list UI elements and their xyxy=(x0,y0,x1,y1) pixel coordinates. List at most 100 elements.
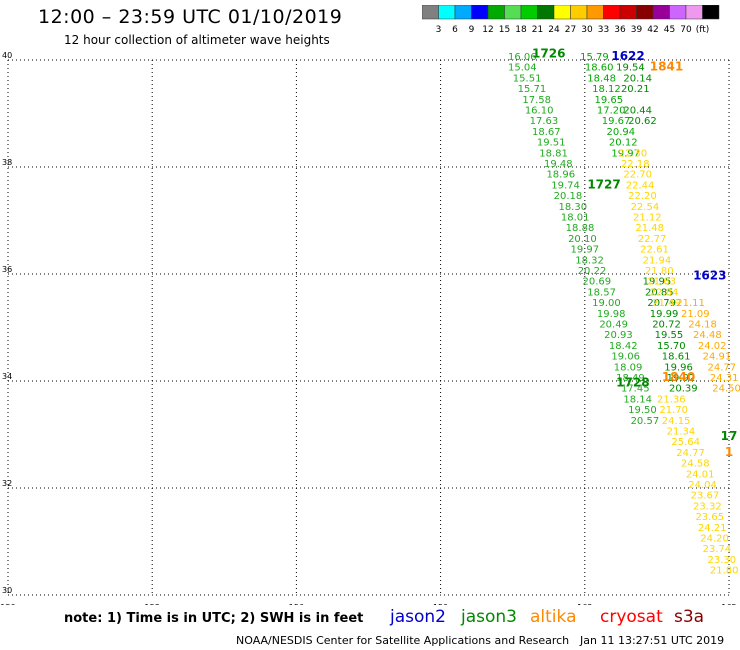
wave-height-value: 20.49 xyxy=(599,320,628,331)
wave-height-value: 18.67 xyxy=(532,127,561,138)
wave-height-value: 21.70 xyxy=(659,405,688,416)
wave-height-value: 19.06 xyxy=(611,352,640,363)
wave-height-value: 20.18 xyxy=(554,191,583,202)
wave-height-value: 22.30 xyxy=(619,148,648,159)
wave-height-value: 19.99 xyxy=(650,309,679,320)
wave-height-value: 20.10 xyxy=(568,234,597,245)
wave-height-value: 22.54 xyxy=(631,202,660,213)
wave-height-value: 19.97 xyxy=(611,148,640,159)
wave-height-value: 19.51 xyxy=(537,138,566,149)
scale-label: 36 xyxy=(614,25,626,35)
x-tick-label: 156 xyxy=(289,603,304,605)
wave-height-value: 20.14 xyxy=(623,73,652,84)
satellite-jason2: jason2 xyxy=(390,607,446,627)
wave-height-value: 20.93 xyxy=(604,330,633,341)
wave-height-value: 17.45 xyxy=(621,384,650,395)
wave-height-value: 23.32 xyxy=(693,501,722,512)
wave-height-value: 15.04 xyxy=(508,63,537,74)
scale-label: 70 xyxy=(680,25,692,35)
wave-height-value: 24.58 xyxy=(681,459,710,470)
y-tick-label: 36 xyxy=(2,265,12,274)
wave-height-value: 20.57 xyxy=(631,416,660,427)
wave-height-value: 20.21 xyxy=(621,84,650,95)
wave-height-value: 25.64 xyxy=(671,437,700,448)
wave-height-value: 24.04 xyxy=(688,480,717,491)
wave-height-value: 18.60 xyxy=(585,63,614,74)
wave-height-value: 21.34 xyxy=(667,427,696,438)
wave-height-value: 20.22 xyxy=(578,266,607,277)
wave-height-value: 19.55 xyxy=(655,330,684,341)
wave-height-value: 19.96 xyxy=(664,362,693,373)
wave-height-value: 20.69 xyxy=(582,277,611,288)
wave-height-value: 21.48 xyxy=(635,223,664,234)
x-tick-label: 153 xyxy=(145,603,160,605)
pass-time-label: 17 xyxy=(721,429,738,443)
wave-height-value: 21.12 xyxy=(633,213,662,224)
wave-height-value: 19.48 xyxy=(544,159,573,170)
page-subtitle: 12 hour collection of altimeter wave hei… xyxy=(64,33,330,47)
y-tick-label: 40 xyxy=(2,51,12,60)
scale-label: 33 xyxy=(598,25,609,35)
wave-height-value: 20.44 xyxy=(623,106,652,117)
scale-label: 21 xyxy=(532,25,543,35)
wave-height-value: 19.00 xyxy=(592,298,621,309)
wave-height-value: 18.14 xyxy=(623,394,652,405)
x-tick-label: 165 xyxy=(721,603,736,605)
wave-height-value: 21.80 xyxy=(645,266,674,277)
wave-height-value: 21.11 xyxy=(676,298,705,309)
wave-height-value: 18.57 xyxy=(587,287,616,298)
wave-height-value: 19.50 xyxy=(628,405,657,416)
wave-height-value: 18.12 xyxy=(592,84,621,95)
satellite-s3a: s3a xyxy=(674,607,705,627)
wave-height-map: 150 153 156 159 162 165 30 32 34 36 38 40 16.0615.04… xyxy=(0,46,740,605)
scale-swatch xyxy=(702,5,720,20)
pass-time-label: 1623 xyxy=(693,268,726,282)
wave-height-value: 18.42 xyxy=(609,341,638,352)
wave-height-value: 24.91 xyxy=(703,352,732,363)
y-tick-label: 32 xyxy=(2,479,12,488)
wave-height-value: 20.39 xyxy=(669,384,698,395)
wave-height-value: 24.21 xyxy=(698,523,727,534)
wave-height-value: 18.96 xyxy=(546,170,575,181)
wave-height-value: 24.31 xyxy=(710,373,739,384)
wave-height-value: 23.65 xyxy=(695,512,724,523)
pass-time-label: 1726 xyxy=(532,46,565,60)
scale-label: 42 xyxy=(647,25,658,35)
scale-label: (ft) xyxy=(696,25,710,35)
wave-height-value: 24.01 xyxy=(686,469,715,480)
scale-label: 9 xyxy=(469,25,475,35)
page-title: 12:00 – 23:59 UTC 01/10/2019 xyxy=(38,6,343,28)
wave-height-value: 18.88 xyxy=(566,223,595,234)
wave-height-value: 20.85 xyxy=(645,287,674,298)
wave-height-value: 21.49 xyxy=(652,298,681,309)
wave-height-value: 24.50 xyxy=(712,384,740,395)
wave-height-value: 18.81 xyxy=(539,148,568,159)
wave-height-value: 24.18 xyxy=(688,320,717,331)
pass-time-label: 1841 xyxy=(650,60,683,74)
wave-height-value: 22.70 xyxy=(623,170,652,181)
wave-height-value: 19.65 xyxy=(595,95,624,106)
wave-height-value: 19.97 xyxy=(570,245,599,256)
wave-height-value: 15.70 xyxy=(657,341,686,352)
y-tick-label: 30 xyxy=(2,586,12,595)
wave-height-value: 20.72 xyxy=(652,320,681,331)
pass-time-label: 1 xyxy=(725,445,733,459)
wave-height-value: 18.49 xyxy=(616,373,645,384)
wave-height-value: 21.09 xyxy=(681,309,710,320)
pass-time-label: 1727 xyxy=(587,177,620,191)
wave-height-value: 21.63 xyxy=(647,277,676,288)
wave-height-value: 15.71 xyxy=(518,84,547,95)
wave-height-value: 22.18 xyxy=(621,159,650,170)
scale-label: 18 xyxy=(515,25,527,35)
wave-height-value: 20.79 xyxy=(647,298,676,309)
wave-height-value: 24.15 xyxy=(662,416,691,427)
wave-height-value: 23.30 xyxy=(707,555,736,566)
scale-label: 30 xyxy=(581,25,593,35)
wave-height-value: 19.92 xyxy=(667,373,696,384)
scale-label: 45 xyxy=(664,25,675,35)
x-tick-label: 150 xyxy=(0,603,15,605)
x-tick-label: 159 xyxy=(433,603,448,605)
wave-height-value: 15.79 xyxy=(580,52,609,63)
scale-label: 3 xyxy=(436,25,442,35)
wave-height-value: 16.06 xyxy=(508,52,537,63)
